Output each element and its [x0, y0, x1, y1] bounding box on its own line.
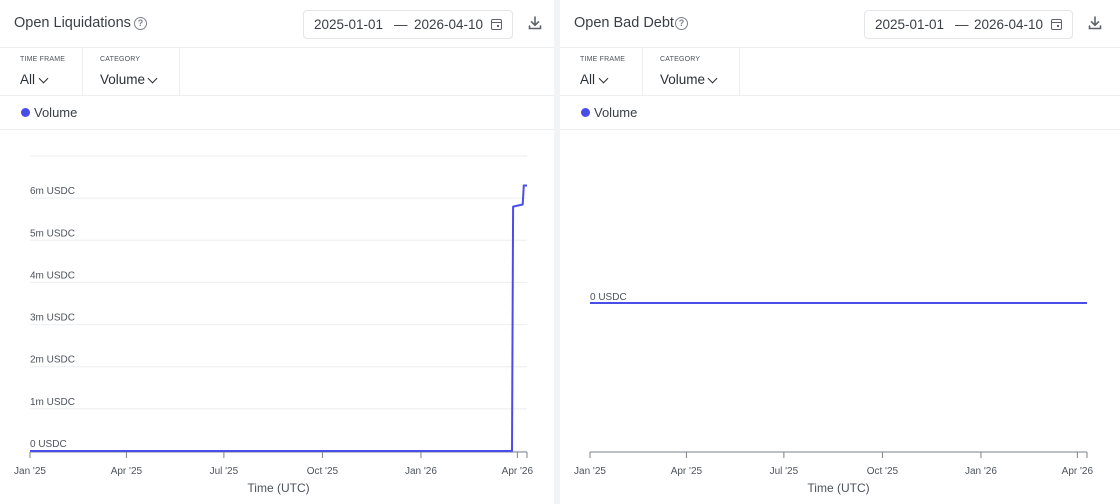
bad-debt-chart[interactable]: 0 USDC Jan '25 Apr '25 Jul '25 Oct '25 Jan '2…: [560, 130, 1120, 504]
x-tick-label: Jul '25: [770, 466, 799, 477]
legend-label[interactable]: Volume: [594, 105, 638, 120]
filter-bar: TIME FRAME All CATEGORY Volume: [0, 48, 554, 96]
y-tick-label: 6m USDC: [30, 186, 75, 197]
x-tick-label: Jul '25: [210, 466, 239, 477]
download-icon[interactable]: [527, 15, 543, 31]
x-tick-label: Jan '25: [574, 466, 606, 477]
filter-value[interactable]: Volume: [100, 72, 146, 87]
date-range-picker[interactable]: 2025-01-01 — 2026-04-10: [864, 10, 1073, 39]
x-tick-label: Jan '26: [965, 466, 997, 477]
chevron-down-icon[interactable]: [38, 73, 49, 84]
y-tick-label: 3m USDC: [30, 313, 75, 324]
date-start[interactable]: 2025-01-01: [875, 17, 945, 32]
date-separator: —: [394, 17, 408, 32]
filter-label: CATEGORY: [660, 56, 701, 63]
series-line-volume[interactable]: [30, 184, 527, 452]
filter-label: TIME FRAME: [20, 56, 66, 63]
help-icon[interactable]: ?: [675, 17, 688, 30]
open-liquidations-panel: Open Liquidations ? 2025-01-01 — 2026-04…: [0, 0, 554, 504]
x-tick-label: Apr '25: [111, 466, 143, 477]
x-tick-label: Apr '25: [671, 466, 703, 477]
filter-bar: TIME FRAME All CATEGORY Volume: [560, 48, 1120, 96]
x-tick-label: Apr '26: [1062, 466, 1094, 477]
y-tick-label: 1m USDC: [30, 397, 75, 408]
time-frame-filter[interactable]: TIME FRAME All: [560, 48, 643, 95]
x-axis-title: Time (UTC): [247, 481, 309, 495]
panel-header: Open Liquidations ? 2025-01-01 — 2026-04…: [0, 0, 554, 48]
y-tick-label: 5m USDC: [30, 228, 75, 239]
legend: Volume: [560, 96, 1120, 130]
legend-dot: [581, 108, 590, 117]
time-frame-filter[interactable]: TIME FRAME All: [0, 48, 83, 95]
liquidations-chart[interactable]: 0 USDC 1m USDC 2m USDC 3m USDC 4m USDC 5m USD…: [0, 130, 554, 504]
calendar-icon[interactable]: [491, 19, 502, 30]
date-range-picker[interactable]: 2025-01-01 — 2026-04-10: [303, 10, 513, 39]
chevron-down-icon[interactable]: [598, 73, 609, 84]
panel-header: Open Bad Debt ? 2025-01-01 — 2026-04-10: [560, 0, 1120, 48]
legend-label[interactable]: Volume: [34, 105, 78, 120]
y-tick-label: 2m USDC: [30, 355, 75, 366]
y-tick-label: 0 USDC: [590, 292, 627, 303]
filter-value[interactable]: All: [580, 72, 596, 87]
filter-value[interactable]: Volume: [660, 72, 706, 87]
date-separator: —: [955, 17, 969, 32]
date-end[interactable]: 2026-04-10: [974, 17, 1044, 32]
help-icon[interactable]: ?: [134, 17, 147, 30]
panel-title: Open Bad Debt: [574, 15, 674, 31]
x-tick-label: Oct '25: [867, 466, 899, 477]
x-tick-label: Oct '25: [307, 466, 339, 477]
chevron-down-icon[interactable]: [707, 73, 718, 84]
x-axis-title: Time (UTC): [807, 481, 869, 495]
filter-label: CATEGORY: [100, 56, 141, 63]
filter-value[interactable]: All: [20, 72, 36, 87]
legend: Volume: [0, 96, 554, 130]
category-filter[interactable]: CATEGORY Volume: [83, 48, 180, 95]
y-tick-label: 0 USDC: [30, 439, 67, 450]
date-end[interactable]: 2026-04-10: [414, 17, 484, 32]
calendar-icon[interactable]: [1051, 19, 1062, 30]
x-tick-label: Apr '26: [502, 466, 534, 477]
open-bad-debt-panel: Open Bad Debt ? 2025-01-01 — 2026-04-10 …: [560, 0, 1120, 504]
download-icon[interactable]: [1087, 15, 1103, 31]
x-tick-label: Jan '26: [405, 466, 437, 477]
filter-label: TIME FRAME: [580, 56, 626, 63]
date-start[interactable]: 2025-01-01: [314, 17, 384, 32]
legend-dot: [21, 108, 30, 117]
x-tick-label: Jan '25: [14, 466, 46, 477]
panel-title: Open Liquidations: [14, 15, 131, 31]
y-tick-label: 4m USDC: [30, 270, 75, 281]
category-filter[interactable]: CATEGORY Volume: [643, 48, 740, 95]
chevron-down-icon[interactable]: [147, 73, 158, 84]
